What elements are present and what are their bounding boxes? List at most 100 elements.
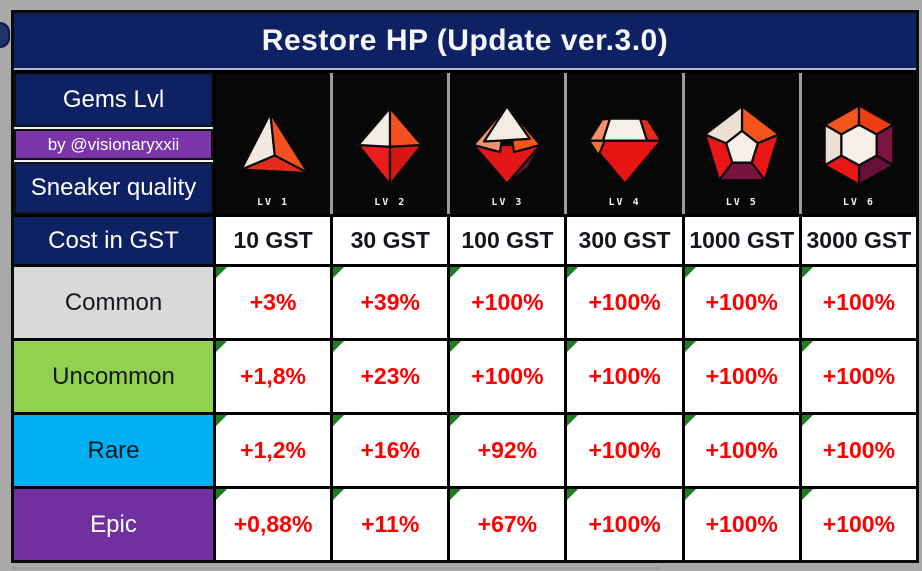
- value-cell-common-lv5: +100%: [684, 267, 799, 338]
- value-cell-rare-lv2: +16%: [333, 415, 448, 486]
- gem-level-label: LV 5: [725, 197, 758, 208]
- value-cell-epic-lv3: +67%: [450, 489, 565, 560]
- cell-corner-flag-icon: [333, 489, 345, 500]
- cell-corner-flag-icon: [567, 415, 579, 426]
- value-cell-epic-lv1: +0,88%: [216, 489, 331, 560]
- gem-level-label: LV 3: [491, 197, 524, 208]
- value-text: +100%: [705, 363, 778, 389]
- value-text: +100%: [705, 289, 778, 315]
- cost-cell-lv4: 300 GST: [567, 217, 682, 264]
- gem-lv5-icon: [703, 105, 780, 182]
- gem-level-label: LV 4: [608, 197, 641, 208]
- gem-level-label: LV 2: [374, 197, 407, 208]
- gem-lv3-icon: [472, 105, 542, 185]
- cost-row: 10 GST 30 GST 100 GST 300 GST 1000 GST 3000 G…: [216, 217, 916, 264]
- cell-corner-flag-icon: [684, 267, 696, 278]
- value-cell-rare-lv1: +1,2%: [216, 415, 331, 486]
- cell-corner-flag-icon: [801, 489, 813, 500]
- cost-cell-lv6: 3000 GST: [801, 217, 916, 264]
- value-cell-common-lv4: +100%: [567, 267, 682, 338]
- cell-corner-flag-icon: [333, 267, 345, 278]
- cost-cell-lv2: 30 GST: [333, 217, 448, 264]
- gem-level-label: LV 6: [842, 197, 875, 208]
- value-cell-uncommon-lv2: +23%: [333, 341, 448, 412]
- value-text: +67%: [477, 511, 538, 537]
- row-label-epic: Epic: [14, 489, 213, 560]
- sneaker-quality-label: Sneaker quality: [14, 161, 213, 214]
- value-text: +100%: [822, 363, 896, 389]
- gem-lv1-icon: [240, 112, 310, 175]
- gem-cell-lv5: LV 5: [684, 73, 799, 214]
- value-cell-rare-lv5: +100%: [684, 415, 799, 486]
- cell-corner-flag-icon: [684, 415, 696, 426]
- value-text: +100%: [588, 363, 661, 389]
- value-text: +16%: [360, 437, 420, 463]
- value-cell-rare-lv3: +92%: [450, 415, 565, 486]
- gems-lvl-label: Gems Lvl: [14, 73, 213, 128]
- row-label-rare: Rare: [14, 415, 213, 486]
- value-cell-common-lv3: +100%: [450, 267, 565, 338]
- value-text: +100%: [588, 511, 661, 537]
- cell-corner-flag-icon: [567, 489, 579, 500]
- cell-corner-flag-icon: [684, 489, 696, 500]
- value-text: +100%: [471, 363, 544, 389]
- gem-cell-lv3: LV 3: [450, 73, 565, 214]
- cell-corner-flag-icon: [216, 415, 227, 426]
- row-label-uncommon: Uncommon: [14, 341, 213, 412]
- cost-in-gst-label: Cost in GST: [14, 217, 213, 264]
- page-title: Restore HP (Update ver.3.0): [14, 13, 916, 70]
- cost-cell-lv5: 1000 GST: [684, 217, 799, 264]
- value-text: +100%: [588, 437, 661, 463]
- cell-corner-flag-icon: [450, 341, 462, 352]
- selection-dots: [12, 567, 660, 569]
- cell-corner-flag-icon: [333, 341, 345, 352]
- gem-lv4-icon: [587, 117, 662, 185]
- cell-corner-flag-icon: [450, 415, 462, 426]
- byline-credit: by @visionaryxxii: [14, 129, 213, 160]
- value-cell-epic-lv6: +100%: [801, 489, 916, 560]
- value-cell-epic-lv4: +100%: [567, 489, 682, 560]
- cell-corner-flag-icon: [567, 341, 579, 352]
- cell-corner-flag-icon: [450, 489, 462, 500]
- value-text: +1,2%: [240, 437, 306, 463]
- value-text: +3%: [249, 289, 297, 315]
- cell-corner-flag-icon: [216, 267, 227, 278]
- gem-lv6-icon: [823, 104, 895, 186]
- value-cell-common-lv2: +39%: [333, 267, 448, 338]
- row-label-common: Common: [14, 267, 213, 338]
- value-cell-uncommon-lv6: +100%: [801, 341, 916, 412]
- gem-lv2-icon: [357, 106, 424, 186]
- value-cell-rare-lv4: +100%: [567, 415, 682, 486]
- value-text: +0,88%: [233, 511, 313, 537]
- value-cell-uncommon-lv1: +1,8%: [216, 341, 331, 412]
- gem-header-row: LV 1 LV 2 LV 3 LV 4 LV 5 LV 6: [216, 73, 916, 214]
- value-text: +100%: [822, 511, 896, 537]
- cell-corner-flag-icon: [216, 489, 227, 500]
- cell-corner-flag-icon: [801, 415, 813, 426]
- value-text: +100%: [705, 511, 778, 537]
- value-row-epic: +0,88% +11% +67% +100% +100% +100%: [216, 489, 916, 560]
- value-cell-rare-lv6: +100%: [801, 415, 916, 486]
- gem-cell-lv4: LV 4: [567, 73, 682, 214]
- value-cell-common-lv1: +3%: [216, 267, 331, 338]
- value-text: +100%: [705, 437, 778, 463]
- value-cell-uncommon-lv5: +100%: [684, 341, 799, 412]
- cell-corner-flag-icon: [450, 267, 462, 278]
- value-cell-epic-lv2: +11%: [333, 489, 448, 560]
- value-text: +100%: [471, 289, 544, 315]
- cell-corner-flag-icon: [567, 267, 579, 278]
- cell-corner-flag-icon: [801, 267, 813, 278]
- cost-cell-lv1: 10 GST: [216, 217, 331, 264]
- header-label-stack: Gems Lvl by @visionaryxxii Sneaker quali…: [14, 73, 213, 214]
- restore-hp-table: Restore HP (Update ver.3.0) Gems Lvl by …: [11, 10, 919, 563]
- value-cell-uncommon-lv4: +100%: [567, 341, 682, 412]
- value-text: +1,8%: [240, 363, 306, 389]
- value-cell-epic-lv5: +100%: [684, 489, 799, 560]
- value-row-uncommon: +1,8% +23% +100% +100% +100% +100%: [216, 341, 916, 412]
- left-edge-artifact: [0, 22, 10, 48]
- value-text: +11%: [361, 511, 420, 537]
- value-row-common: +3% +39% +100% +100% +100% +100%: [216, 267, 916, 338]
- gem-cell-lv6: LV 6: [801, 73, 916, 214]
- cell-corner-flag-icon: [333, 415, 345, 426]
